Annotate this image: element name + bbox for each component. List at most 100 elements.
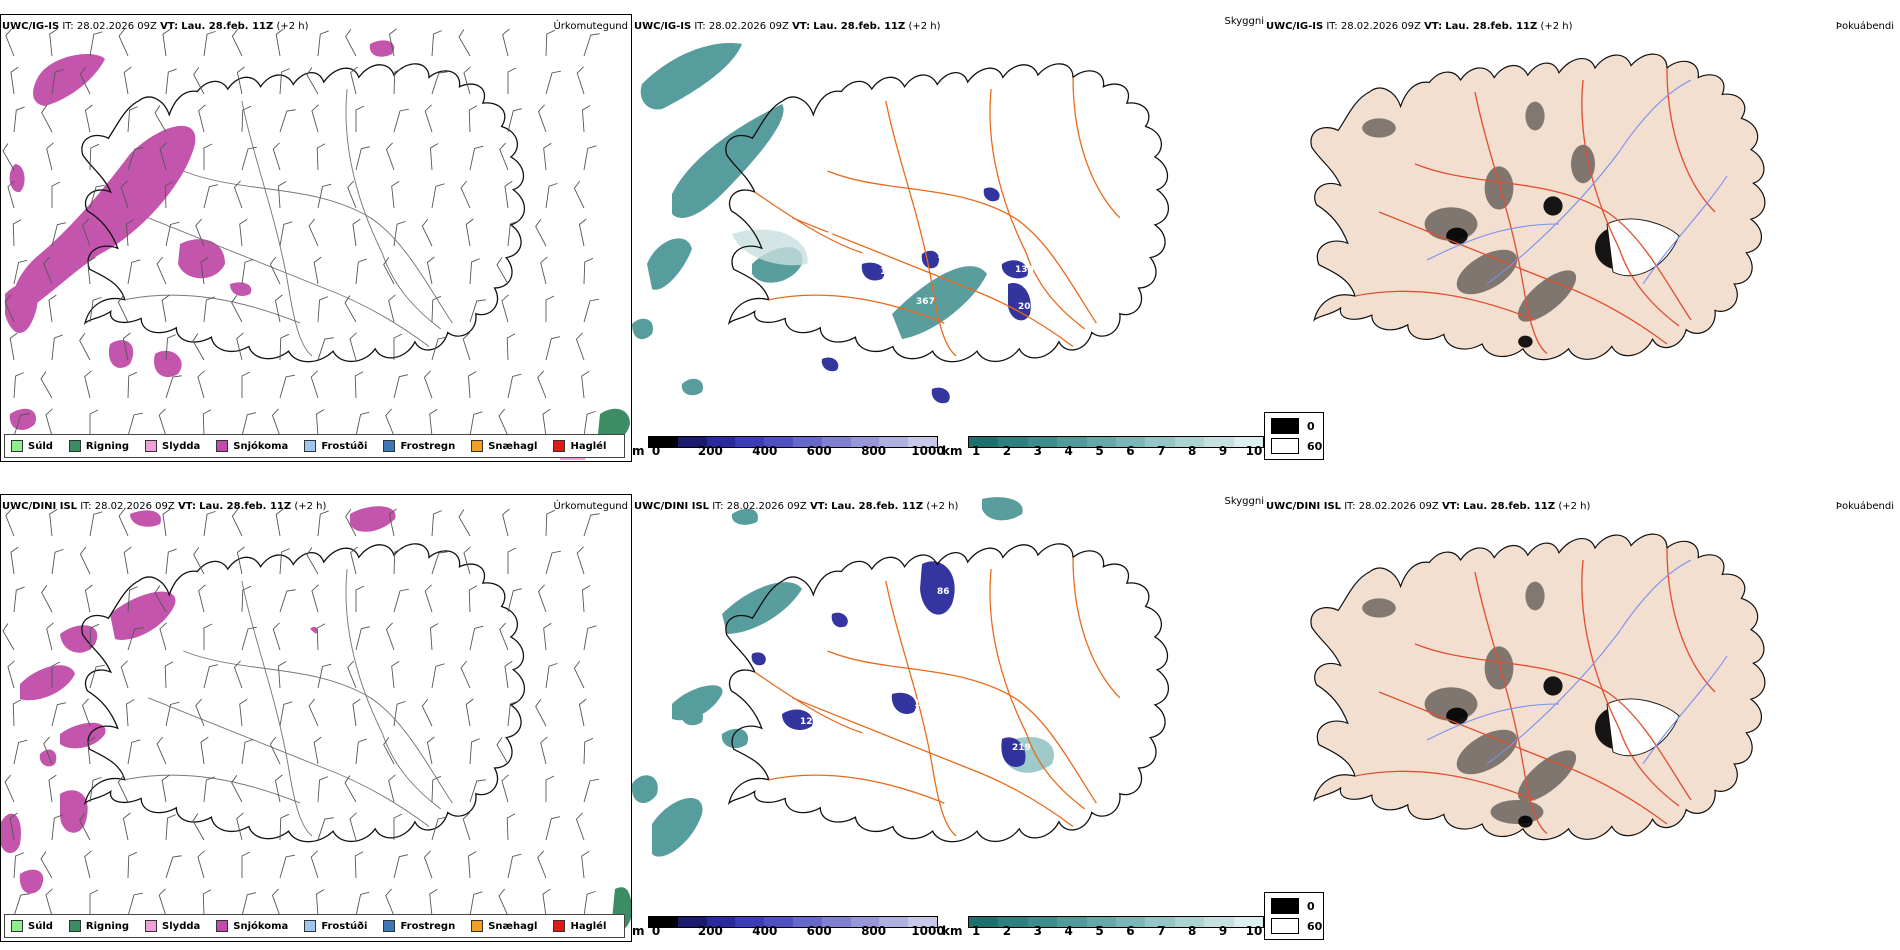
wind-barb (545, 662, 558, 689)
wind-barb (279, 333, 290, 361)
fog-indicator-map-row2[interactable] (1264, 494, 1900, 942)
wind-barb (279, 68, 290, 95)
legend-swatch (145, 920, 158, 932)
wind-barb (43, 256, 53, 285)
wind-barb (127, 371, 138, 399)
wind-barb (545, 336, 561, 361)
panel-title-fog: Þokuábendi (1835, 21, 1894, 32)
wind-barb (467, 371, 477, 399)
init-time: 28.02.2026 09Z (76, 21, 157, 32)
visibility-colorbar: km 1 2 3 4 5 6 7 8 9 10 (942, 434, 1264, 462)
wind-barb (51, 334, 63, 361)
wind-barb (154, 105, 167, 133)
wind-barb (345, 29, 357, 57)
legend-swatch (471, 440, 484, 452)
visibility-tick: 8 (1188, 444, 1197, 458)
visibility-tick: 4 (1064, 924, 1073, 938)
wind-barb (502, 508, 510, 537)
panel-header-row2-fog: UWC/DINI ISL IT: 28.02.2026 09Z VT: Lau.… (1266, 501, 1590, 513)
vt-label: VT: (1441, 501, 1460, 512)
wind-barb (120, 180, 129, 209)
wind-barb (316, 623, 326, 651)
fog-legend-swatch-0 (1271, 898, 1299, 914)
lead-time: (+2 h) (276, 21, 309, 32)
fog-legend-swatch-60 (1271, 918, 1299, 934)
wind-barb (272, 622, 281, 651)
ceiling-bin (908, 437, 937, 447)
wind-barb (306, 67, 319, 95)
wind-barb (165, 701, 180, 727)
wind-barb (127, 892, 143, 917)
wind-barb (279, 813, 290, 841)
ceiling-tick: 600 (806, 924, 832, 938)
visibility-bin (1027, 917, 1058, 927)
wind-barb (507, 373, 522, 399)
wind-barb (117, 294, 129, 323)
wind-barb (2, 143, 15, 171)
wind-barb (469, 891, 483, 917)
ceiling-tick: 800 (861, 444, 887, 458)
fog-legend-box: 0 60 (1264, 892, 1324, 940)
wind-barb (5, 508, 15, 537)
wind-barb (41, 585, 53, 613)
wind-barb (431, 510, 442, 537)
precip-type-map-row1[interactable] (0, 14, 632, 462)
ceiling-bin (792, 437, 822, 447)
legend-item-slydda: Slydda (145, 440, 200, 452)
wind-barb (159, 142, 167, 171)
wind-barb (545, 509, 556, 537)
wind-barb (89, 889, 99, 916)
wind-barb (164, 181, 174, 209)
fog-indicator-map-row1[interactable] (1264, 14, 1900, 462)
wind-barb (89, 664, 105, 689)
wind-barb (271, 888, 281, 917)
wind-barb (431, 816, 447, 841)
panel-header-row2-ceiling: UWC/DINI ISL IT: 28.02.2026 09Z VT: Lau.… (634, 501, 958, 513)
wind-barb (431, 71, 448, 95)
wind-barb (89, 31, 103, 57)
panel-header-row2-precip: UWC/DINI ISL IT: 28.02.2026 09Z VT: Lau.… (2, 501, 326, 513)
wind-barb (154, 585, 167, 613)
wind-barb (81, 698, 91, 727)
visibility-bin (1086, 437, 1117, 447)
visibility-bin (1174, 437, 1205, 447)
wind-barb (122, 812, 131, 841)
legend-label: Rigning (85, 440, 130, 452)
legend-item-haglél: Haglél (553, 920, 606, 932)
wind-barb (277, 661, 287, 689)
wind-barb (393, 108, 409, 133)
wind-barb (317, 337, 334, 361)
visibility-tick: 9 (1218, 444, 1228, 458)
legend-swatch (11, 920, 23, 932)
cloud-base-label: 207 (1018, 302, 1037, 312)
visibility-bin (1174, 917, 1205, 927)
legend-item-súld: Súld (11, 440, 53, 452)
wind-barb (426, 736, 435, 765)
wind-barb (537, 584, 547, 613)
wind-barb (81, 218, 91, 247)
cloud-base-label: 125 (800, 717, 819, 727)
ceiling-tick: 200 (697, 444, 723, 458)
wind-barb (13, 893, 30, 917)
fog-indicator-panel-row1: UWC/IG-IS IT: 28.02.2026 09Z VT: Lau. 28… (1264, 14, 1900, 462)
ceiling-visibility-panel-row1: 225 214 156 109 130 367 207 904 UWC/IG-IS IT: 2… (632, 14, 1264, 462)
precip-type-map-row2[interactable] (0, 494, 632, 942)
wind-barb (165, 855, 182, 879)
wind-barb (89, 623, 100, 651)
wind-barb (49, 508, 58, 537)
wind-barb (545, 70, 561, 95)
wind-barb (431, 775, 442, 803)
lead-time: (+2 h) (294, 501, 327, 512)
wind-barb (462, 812, 471, 841)
wind-barb (13, 413, 30, 437)
wind-barb (350, 546, 358, 575)
wind-barb (385, 408, 395, 437)
legend-item-frostregn: Frostregn (383, 920, 455, 932)
wind-barb (231, 28, 243, 57)
wind-barb (349, 332, 357, 361)
wind-barb (393, 333, 403, 360)
it-label: IT: (1326, 21, 1338, 32)
wind-barb (506, 813, 516, 841)
